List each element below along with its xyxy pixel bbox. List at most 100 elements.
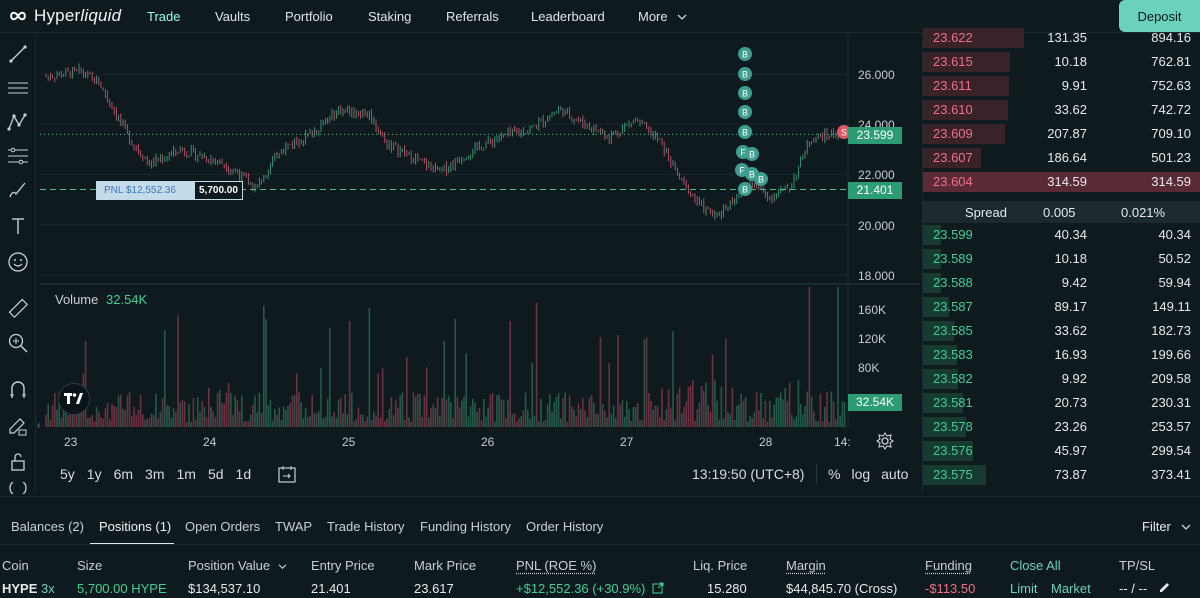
volume-bar bbox=[652, 410, 654, 427]
text-tool[interactable] bbox=[6, 214, 30, 238]
zoom-tool[interactable] bbox=[6, 331, 30, 355]
bid-row[interactable]: 23.581 20.73 230.31 bbox=[923, 391, 1200, 415]
bid-row[interactable]: 23.575 73.87 373.41 bbox=[923, 463, 1200, 487]
ask-row[interactable]: 23.609 207.87 709.10 bbox=[923, 122, 1200, 146]
visibility-tool[interactable] bbox=[6, 482, 30, 494]
tab-twap[interactable]: TWAP bbox=[275, 519, 312, 534]
timeframe-3m[interactable]: 3m bbox=[145, 466, 164, 482]
volume-bar bbox=[630, 421, 632, 427]
volume-bar bbox=[327, 399, 329, 427]
pattern-tool[interactable] bbox=[6, 110, 30, 134]
bid-row[interactable]: 23.587 89.17 149.11 bbox=[923, 295, 1200, 319]
price-chart[interactable]: BBBBBF BF B BBS bbox=[40, 34, 920, 494]
volume-bar bbox=[580, 409, 582, 427]
volume-bar bbox=[496, 395, 498, 427]
volume-bar bbox=[600, 337, 602, 427]
volume-bar bbox=[206, 417, 208, 427]
ask-row[interactable]: 23.611 9.91 752.63 bbox=[923, 74, 1200, 98]
close-all-button[interactable]: Close All bbox=[1010, 558, 1061, 573]
trade-marker-label: B bbox=[742, 89, 748, 99]
volume-bar bbox=[408, 417, 410, 427]
date-range-button[interactable] bbox=[277, 464, 297, 487]
nav-referrals[interactable]: Referrals bbox=[446, 9, 499, 24]
close-market-button[interactable]: Market bbox=[1051, 581, 1091, 596]
magnet-tool[interactable] bbox=[6, 378, 30, 402]
bid-row[interactable]: 23.589 10.18 50.52 bbox=[923, 247, 1200, 271]
fib-tool[interactable] bbox=[6, 144, 30, 168]
volume-bar bbox=[340, 398, 342, 427]
tab-open-orders[interactable]: Open Orders bbox=[185, 519, 260, 534]
chart-clock[interactable]: 13:19:50 (UTC+8) bbox=[692, 466, 804, 482]
timeframe-1y[interactable]: 1y bbox=[87, 466, 102, 482]
timeframe-1d[interactable]: 1d bbox=[236, 466, 252, 482]
edit-tpsl-button[interactable] bbox=[1158, 581, 1171, 597]
nav-vaults[interactable]: Vaults bbox=[215, 9, 250, 24]
bid-row[interactable]: 23.599 40.34 40.34 bbox=[923, 223, 1200, 247]
volume-bar bbox=[276, 415, 278, 427]
volume-bar bbox=[789, 382, 791, 427]
bid-row[interactable]: 23.585 33.62 182.73 bbox=[923, 319, 1200, 343]
bid-row[interactable]: 23.578 23.26 253.57 bbox=[923, 415, 1200, 439]
stay-drawing-tool[interactable] bbox=[6, 414, 30, 438]
spread-percent: 0.021% bbox=[1121, 205, 1165, 220]
volume-bar bbox=[281, 420, 283, 427]
measure-tool[interactable] bbox=[6, 296, 30, 320]
volume-bar bbox=[762, 418, 764, 427]
emoji-tool[interactable] bbox=[6, 250, 30, 274]
tab-funding-history[interactable]: Funding History bbox=[420, 519, 511, 534]
ask-row[interactable]: 23.615 10.18 762.81 bbox=[923, 50, 1200, 74]
nav-staking[interactable]: Staking bbox=[368, 9, 411, 24]
timeframe-6m[interactable]: 6m bbox=[114, 466, 133, 482]
bid-row[interactable]: 23.583 16.93 199.66 bbox=[923, 343, 1200, 367]
hlines-tool[interactable] bbox=[6, 76, 30, 100]
bid-size: 40.34 bbox=[1054, 227, 1087, 242]
pnl-overlay[interactable]: PNL $12,552.36 5,700.00 bbox=[96, 181, 243, 200]
brush-tool[interactable] bbox=[6, 178, 30, 202]
tab-positions[interactable]: Positions (1) bbox=[99, 519, 171, 534]
close-limit-button[interactable]: Limit bbox=[1010, 581, 1037, 596]
timeframe-1m[interactable]: 1m bbox=[177, 466, 196, 482]
nav-portfolio[interactable]: Portfolio bbox=[285, 9, 333, 24]
bid-total: 50.52 bbox=[1158, 251, 1191, 266]
share-external-icon[interactable] bbox=[652, 582, 664, 594]
trendline-tool[interactable] bbox=[6, 42, 30, 66]
volume-bar bbox=[485, 417, 487, 427]
log-scale-toggle[interactable]: log bbox=[851, 466, 870, 482]
nav-trade[interactable]: Trade bbox=[147, 9, 180, 24]
logo[interactable]: Hyperliquid bbox=[8, 6, 121, 26]
chart-settings-button[interactable] bbox=[876, 432, 894, 453]
position-tpsl: -- / -- bbox=[1119, 581, 1147, 596]
percent-scale-toggle[interactable]: % bbox=[828, 466, 840, 482]
volume-bar bbox=[529, 419, 531, 427]
fibonacci-icon bbox=[7, 146, 29, 166]
timeframe-5y[interactable]: 5y bbox=[60, 466, 75, 482]
lock-tool[interactable] bbox=[6, 450, 30, 474]
volume-bar bbox=[428, 418, 430, 427]
bid-row[interactable]: 23.588 9.42 59.94 bbox=[923, 271, 1200, 295]
ask-row[interactable]: 23.610 33.62 742.72 bbox=[923, 98, 1200, 122]
nav-more[interactable]: More bbox=[638, 9, 687, 24]
tab-order-history[interactable]: Order History bbox=[526, 519, 603, 534]
volume-bar bbox=[329, 328, 331, 427]
volume-bar bbox=[718, 420, 720, 427]
tradingview-logo[interactable] bbox=[58, 383, 90, 415]
ask-total: 894.16 bbox=[1151, 30, 1191, 45]
ask-row[interactable]: 23.622 131.35 894.16 bbox=[923, 26, 1200, 50]
timeframe-5d[interactable]: 5d bbox=[208, 466, 224, 482]
nav-leaderboard[interactable]: Leaderboard bbox=[531, 9, 605, 24]
volume-bar bbox=[294, 395, 296, 427]
bid-row[interactable]: 23.582 9.92 209.58 bbox=[923, 367, 1200, 391]
volume-bar bbox=[732, 387, 734, 427]
position-coin[interactable]: HYPE bbox=[2, 581, 37, 596]
filter-dropdown[interactable]: Filter bbox=[1142, 519, 1191, 534]
ask-row[interactable]: 23.604 314.59 314.59 bbox=[923, 170, 1200, 194]
tab-balances[interactable]: Balances (2) bbox=[11, 519, 84, 534]
col-position-value[interactable]: Position Value bbox=[188, 558, 287, 573]
current-price-tag: 23.599 bbox=[848, 127, 902, 144]
bid-row[interactable]: 23.576 45.97 299.54 bbox=[923, 439, 1200, 463]
volume-bar bbox=[534, 416, 536, 427]
tab-trade-history[interactable]: Trade History bbox=[327, 519, 405, 534]
ask-row[interactable]: 23.607 186.64 501.23 bbox=[923, 146, 1200, 170]
auto-scale-toggle[interactable]: auto bbox=[881, 466, 908, 482]
volume-bar bbox=[679, 387, 681, 427]
